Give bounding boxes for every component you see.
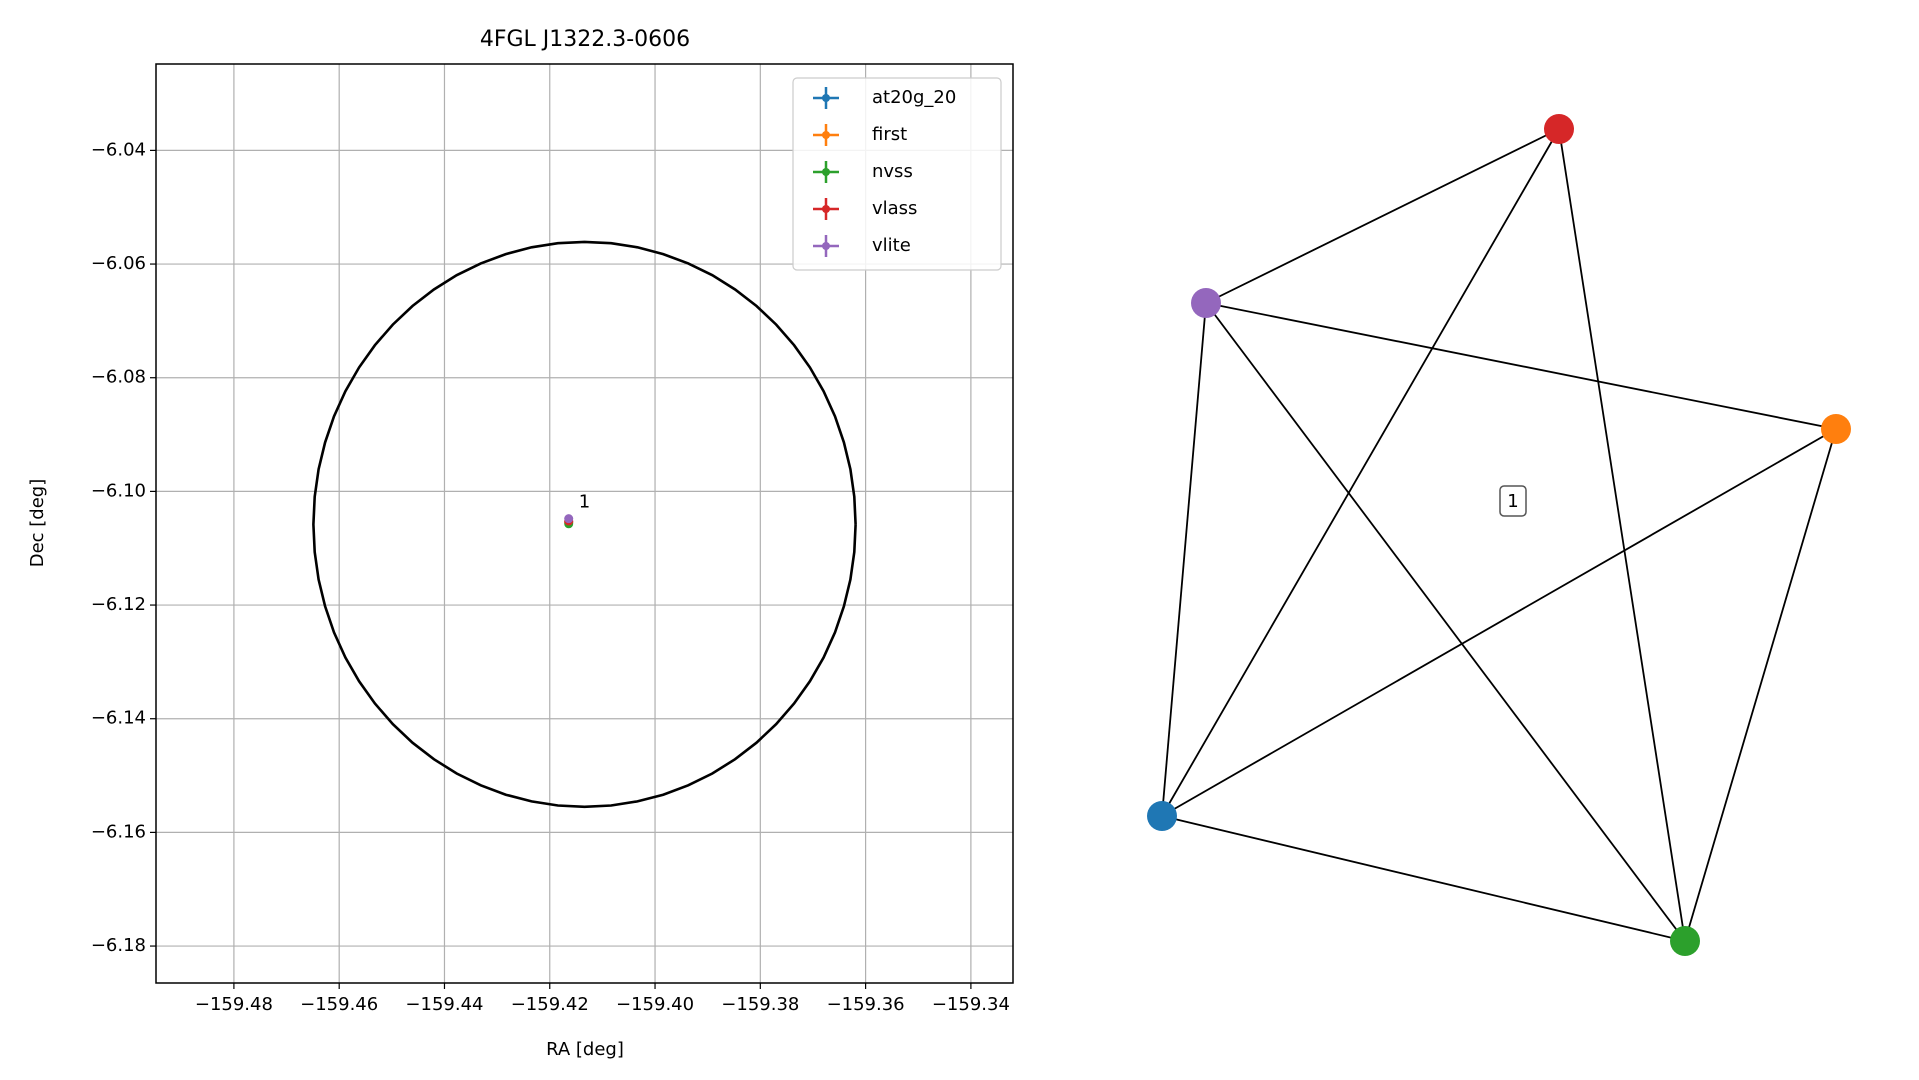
legend-box <box>792 77 1002 271</box>
legend-marker <box>822 205 830 213</box>
legend-label: at20g_20 <box>872 87 956 108</box>
y-tick-label: −6.12 <box>91 594 146 615</box>
graph-edge <box>1161 428 1837 817</box>
x-tick-label: −159.48 <box>195 994 273 1015</box>
legend-label: nvss <box>872 161 913 182</box>
legend-marker <box>822 242 830 250</box>
graph-edge <box>1161 302 1207 817</box>
y-tick-label: −6.10 <box>91 480 146 501</box>
y-axis-label: Dec [deg] <box>27 479 48 568</box>
y-tick-label: −6.18 <box>91 935 146 956</box>
graph-node <box>1191 288 1221 318</box>
x-tick-label: −159.38 <box>721 994 799 1015</box>
x-tick-label: −159.44 <box>405 994 483 1015</box>
x-tick-label: −159.46 <box>300 994 378 1015</box>
graph-node <box>1670 926 1700 956</box>
legend-marker <box>822 168 830 176</box>
graph-node <box>1147 801 1177 831</box>
graph-node <box>1544 114 1574 144</box>
x-tick-label: −159.36 <box>827 994 905 1015</box>
y-tick-label: −6.08 <box>91 367 146 388</box>
y-tick-label: −6.14 <box>91 708 146 729</box>
x-axis-label: RA [deg] <box>546 1039 624 1060</box>
y-tick-label: −6.04 <box>91 139 146 160</box>
data-point <box>564 514 574 524</box>
graph-edge <box>1161 815 1686 942</box>
x-tick-label: −159.40 <box>616 994 694 1015</box>
point-annotation: 1 <box>579 492 590 513</box>
y-tick-label: −6.06 <box>91 253 146 274</box>
graph-edge <box>1205 302 1686 942</box>
legend-label: vlite <box>872 235 911 256</box>
legend-label: first <box>872 124 907 145</box>
legend-marker <box>822 94 830 102</box>
graph-label-box <box>1499 485 1527 517</box>
axes-frame <box>155 63 1014 984</box>
graph-edge <box>1684 428 1837 942</box>
graph-edge <box>1161 128 1560 817</box>
legend-marker <box>822 131 830 139</box>
legend-label: vlass <box>872 198 917 219</box>
error-ellipse <box>312 240 857 809</box>
graph-edge <box>1205 128 1560 304</box>
graph-edge <box>1205 302 1837 430</box>
graph-edge <box>1558 128 1686 942</box>
x-tick-label: −159.34 <box>932 994 1010 1015</box>
graph-label: 1 <box>1507 491 1518 512</box>
y-tick-label: −6.16 <box>91 821 146 842</box>
graph-node <box>1821 414 1851 444</box>
x-tick-label: −159.42 <box>511 994 589 1015</box>
chart-title: 4FGL J1322.3-0606 <box>480 27 690 52</box>
